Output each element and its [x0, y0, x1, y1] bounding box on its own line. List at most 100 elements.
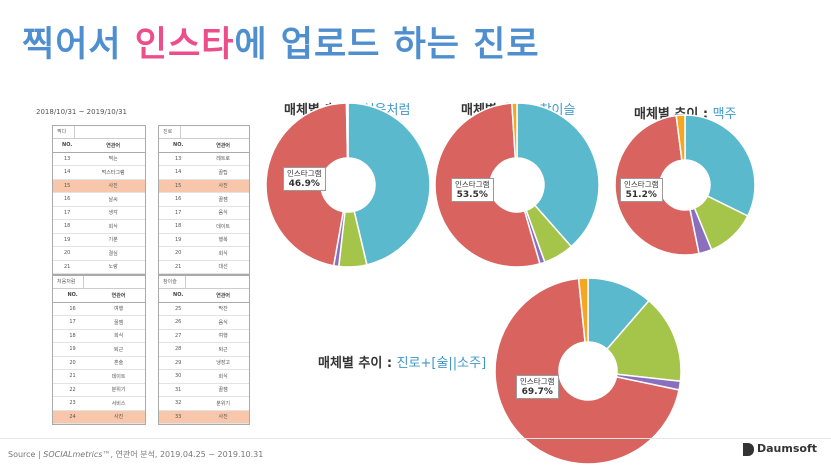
chart-3-data-label: 인스타그램 51.2%: [620, 178, 663, 202]
table-column-header: 연관어: [92, 289, 145, 303]
table-cell-no: 25: [159, 302, 198, 316]
daumsoft-logo: Daumsoft: [743, 442, 817, 456]
table-keyword-header: 진로: [159, 126, 249, 139]
chart-title-4: 매체별 추이 : 진로+[술||소주]: [318, 356, 487, 371]
table-cell-word: 대선: [197, 260, 249, 274]
table-cell-no: 20: [53, 356, 93, 370]
table-cell-no: 14: [159, 165, 198, 180]
table-row: 24 사진: [53, 410, 145, 424]
keyword-table: 진로 NO. 연관어 13 레트로 14 꿀팁 15 사진 16 꿀잼 17 음식 18 데이트 19 행복 20…: [158, 125, 250, 275]
table-cell-word: 레트로: [197, 152, 249, 166]
donut-chart-4: [494, 277, 682, 465]
table-row: 13 레트로: [159, 152, 249, 166]
table-cell-word: 음식: [197, 206, 249, 220]
table-cell-no: 20: [53, 246, 82, 261]
table-cell-word: 노랑: [81, 260, 145, 274]
table-row: 20 결심: [53, 246, 145, 261]
donut-slice: [494, 277, 680, 465]
table-cell-word: 음식: [197, 315, 249, 330]
table-row: 26 음식: [159, 315, 249, 330]
table-cell-word: 결심: [81, 246, 145, 261]
table-cell-word: 회식: [81, 219, 145, 234]
table-cell-no: 30: [159, 369, 198, 384]
table-cell-word: 퇴근: [92, 342, 145, 357]
table-cell-word: 여행: [197, 329, 249, 343]
table-row: 14 꿀팁: [159, 165, 249, 180]
table-cell-word: 혼술: [92, 356, 145, 370]
table-cell-no: 19: [53, 342, 93, 357]
table-row: 21 노랑: [53, 260, 145, 274]
table-column-header: 연관어: [197, 289, 249, 303]
table-cell-no: 21: [53, 260, 82, 274]
table-cell-word: 여행: [92, 302, 145, 316]
table-cell-no: 17: [53, 206, 82, 220]
table-cell-word: 사진: [197, 410, 249, 424]
table-cell-word: 날씨: [81, 192, 145, 207]
table-row: 20 회식: [159, 246, 249, 261]
table-row: 19 퇴근: [53, 342, 145, 357]
table-cell-no: 23: [53, 396, 93, 411]
date-range: 2018/10/31 ~ 2019/10/31: [36, 108, 128, 116]
donut-slice: [347, 102, 431, 266]
table-cell-no: 16: [159, 192, 198, 207]
keyword-table: 처음처럼 NO. 연관어 16 여행 17 꿀잼 18 회식 19 퇴근 20 혼술 21 데이트 22 분위기…: [52, 275, 146, 425]
table-cell-no: 14: [53, 165, 82, 180]
table-row: 31 꿀잼: [159, 383, 249, 397]
table-cell-word: 행복: [197, 233, 249, 247]
table-cell-word: 분위기: [92, 383, 145, 397]
table-row: 19 기분: [53, 233, 145, 247]
table-cell-no: 24: [53, 410, 93, 424]
table-cell-word: 냉장고: [197, 356, 249, 370]
table-row: 19 행복: [159, 233, 249, 247]
table-row: 17 꿀잼: [53, 315, 145, 330]
table-cell-word: 기분: [81, 233, 145, 247]
table-row: 21 대선: [159, 260, 249, 274]
table-cell-no: 21: [53, 369, 93, 384]
table-cell-no: 32: [159, 396, 198, 411]
table-row: 25 막잔: [159, 302, 249, 316]
donut-slice: [605, 299, 682, 383]
table-cell-no: 19: [159, 233, 198, 247]
table-row: 17 음식: [159, 206, 249, 220]
table-cell-word: 생각: [81, 206, 145, 220]
table-cell-no: 13: [159, 152, 198, 166]
table-row: 14 먹스타그램: [53, 165, 145, 180]
table-cell-word: 사진: [197, 179, 249, 193]
table-cell-word: 회식: [197, 246, 249, 261]
table-cell-no: 20: [159, 246, 198, 261]
table-row: 16 꿀잼: [159, 192, 249, 207]
table-cell-word: 꿀팁: [197, 165, 249, 180]
table-cell-no: 13: [53, 152, 82, 166]
table-cell-word: 막잔: [197, 302, 249, 316]
table-cell-word: 먹스타그램: [81, 165, 145, 180]
table-row: 17 생각: [53, 206, 145, 220]
source-note: Source | SOCIALmetrics™, 연관어 분석, 2019.04…: [8, 450, 264, 459]
table-cell-no: 15: [53, 179, 82, 193]
table-keyword-header: 처음처럼: [53, 276, 145, 289]
table-cell-word: 사진: [81, 179, 145, 193]
table-cell-word: 분위기: [197, 396, 249, 411]
table-column-header: NO.: [159, 289, 198, 303]
table-row: 16 여행: [53, 302, 145, 316]
table-cell-no: 17: [159, 206, 198, 220]
table-cell-no: 19: [53, 233, 82, 247]
table-row: 18 회식: [53, 219, 145, 234]
table-row: 21 데이트: [53, 369, 145, 384]
table-cell-word: 데이트: [92, 369, 145, 384]
table-column-header: 연관어: [197, 139, 249, 153]
table-cell-no: 26: [159, 315, 198, 330]
table-column-header: 연관어: [81, 139, 145, 153]
table-column-header: NO.: [53, 289, 93, 303]
table-row: 18 회식: [53, 329, 145, 343]
donut-slice: [511, 102, 518, 159]
table-keyword-header: 참이슬: [159, 276, 249, 289]
table-row: 18 데이트: [159, 219, 249, 234]
footer-divider: [0, 438, 831, 439]
table-keyword-header: 찍다: [53, 126, 145, 139]
daumsoft-logo-icon: [743, 442, 754, 456]
table-cell-word: 사진: [92, 410, 145, 424]
table-row: 28 퇴근: [159, 342, 249, 357]
table-row: 29 냉장고: [159, 356, 249, 370]
chart-2-data-label: 인스타그램 53.5%: [451, 178, 494, 202]
